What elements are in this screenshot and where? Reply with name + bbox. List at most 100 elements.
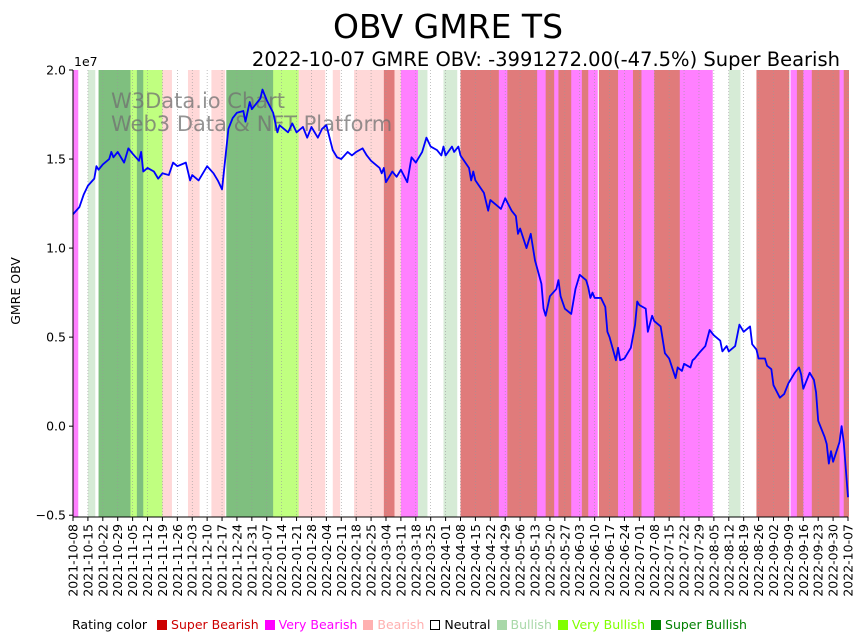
y-offset-label: 1e7 (74, 54, 98, 69)
rating-band-super-bearish (383, 70, 396, 517)
legend-label: Bullish (510, 617, 552, 632)
x-tick-label: 2022-08-26 (751, 524, 766, 597)
x-tick-label: 2022-07-01 (632, 524, 647, 597)
rating-band-bearish (187, 70, 200, 517)
x-tick-label: 2022-05-06 (513, 524, 528, 597)
rating-band-super-bearish (558, 70, 573, 517)
x-tick-label: 2022-07-08 (647, 524, 662, 597)
legend-label: Super Bearish (171, 617, 259, 632)
x-tick-label: 2022-08-19 (736, 524, 751, 597)
y-ticks: −0.5 0.0 0.5 1.0 1.5 2.0 (36, 63, 73, 523)
rating-band-very-bearish (571, 70, 583, 517)
rating-band-bearish (332, 70, 341, 517)
x-tick-label: 2022-03-11 (393, 524, 408, 597)
rating-band-super-bearish (632, 70, 643, 517)
x-tick-label: 2022-07-29 (691, 524, 706, 597)
x-tick-label: 2022-03-18 (408, 524, 423, 597)
x-tick-label: 2022-04-01 (438, 524, 453, 597)
rating-band-very-bearish (679, 70, 713, 517)
legend-label: Neutral (444, 617, 491, 632)
x-tick-label: 2021-10-29 (110, 524, 125, 597)
x-tick-label: 2022-06-10 (587, 524, 602, 597)
rating-band-bullish (443, 70, 458, 517)
legend-item-bullish: Bullish (496, 617, 552, 632)
rating-band-very-bearish (618, 70, 634, 517)
chart-title: OBV GMRE TS (333, 7, 563, 46)
rating-band-super-bullish (226, 70, 275, 517)
rating-band-bearish (354, 70, 385, 517)
x-tick-label: 2022-01-21 (289, 524, 304, 597)
watermark: W3Data.io Chart Web3 Data & NFT Platform (111, 89, 392, 136)
y-tick-label: −0.5 (36, 508, 66, 523)
x-tick-label: 2022-06-03 (572, 524, 587, 597)
x-tick-label: 2022-09-02 (766, 524, 781, 597)
legend-item-neutral: Neutral (430, 617, 491, 632)
rating-band-super-bearish (545, 70, 556, 517)
rating-band-very-bearish (790, 70, 798, 517)
rating-band-super-bearish (598, 70, 620, 517)
x-tick-label: 2022-07-22 (677, 524, 692, 597)
rating-bands (73, 70, 849, 517)
rating-band-super-bearish (756, 70, 790, 517)
rating-band-very-bullish (130, 70, 138, 517)
x-tick-label: 2022-05-20 (542, 524, 557, 597)
legend-item-super-bearish: Super Bearish (157, 617, 259, 632)
x-gridlines (72, 70, 849, 517)
rating-legend: Rating color Super Bearish Very Bearish Be… (72, 617, 753, 632)
legend-item-bearish: Bearish (363, 617, 424, 632)
x-tick-label: 2022-10-07 (841, 524, 856, 597)
rating-band-very-bullish (273, 70, 300, 517)
rating-band-bullish (417, 70, 428, 517)
rating-band-very-bearish (400, 70, 419, 517)
legend-label: Bearish (377, 617, 425, 632)
x-tick-label: 2021-12-31 (244, 524, 259, 597)
y-tick-label: 1.0 (46, 241, 66, 256)
x-tick-label: 2022-09-30 (826, 524, 841, 597)
rating-band-bearish (394, 70, 402, 517)
legend-label: Very Bullish (571, 617, 646, 632)
legend-item-very-bearish: Very Bearish (264, 617, 357, 632)
x-tick-label: 2022-07-15 (662, 524, 677, 597)
x-tick-label: 2022-08-12 (721, 524, 736, 597)
rating-band-very-bearish (641, 70, 656, 517)
rating-band-bearish (162, 70, 172, 517)
legend-item-super-bullish: Super Bullish (651, 617, 747, 632)
rating-band-bearish (298, 70, 326, 517)
rating-band-very-bearish (554, 70, 560, 517)
x-tick-label: 2022-02-25 (364, 524, 379, 597)
legend-label: Super Bullish (665, 617, 747, 632)
x-tick-label: 2022-06-17 (602, 524, 617, 597)
x-tick-label: 2021-11-05 (125, 524, 140, 597)
rating-band-super-bearish (843, 70, 849, 517)
x-tick-label: 2022-09-16 (796, 524, 811, 597)
x-tick-label: 2021-10-08 (66, 524, 81, 597)
y-axis-label: GMRE OBV (8, 257, 23, 325)
watermark-line-1: W3Data.io Chart (111, 89, 285, 113)
x-tick-label: 2021-12-03 (185, 524, 200, 597)
x-tick-label: 2021-10-15 (80, 524, 95, 597)
rating-band-very-bearish (803, 70, 813, 517)
rating-band-very-bearish (73, 70, 79, 517)
x-tick-label: 2022-03-25 (423, 524, 438, 597)
rating-band-very-bearish (498, 70, 509, 517)
x-tick-label: 2022-02-04 (319, 524, 334, 597)
chart-subtitle: 2022-10-07 GMRE OBV: -3991272.00(-47.5%)… (252, 48, 840, 71)
legend-title: Rating color (72, 617, 148, 632)
x-tick-label: 2022-04-22 (483, 524, 498, 597)
rating-band-super-bearish (654, 70, 681, 517)
legend-item-very-bullish: Very Bullish (557, 617, 646, 632)
x-tick-label: 2022-01-28 (304, 524, 319, 597)
x-tick-label: 2022-01-07 (259, 524, 274, 597)
x-tick-label: 2022-09-09 (781, 524, 796, 597)
rating-band-very-bearish (839, 70, 845, 517)
watermark-line-2: Web3 Data & NFT Platform (111, 112, 392, 136)
x-tick-label: 2022-04-29 (498, 524, 513, 597)
x-tick-label: 2021-12-24 (229, 524, 244, 597)
series-layer (72, 88, 849, 498)
y-tick-label: 1.5 (46, 152, 66, 167)
x-tick-label: 2022-05-27 (557, 524, 572, 597)
x-tick-label: 2021-11-19 (155, 524, 170, 597)
x-tick-label: 2021-11-12 (140, 524, 155, 597)
y-tick-label: 0.0 (46, 419, 66, 434)
